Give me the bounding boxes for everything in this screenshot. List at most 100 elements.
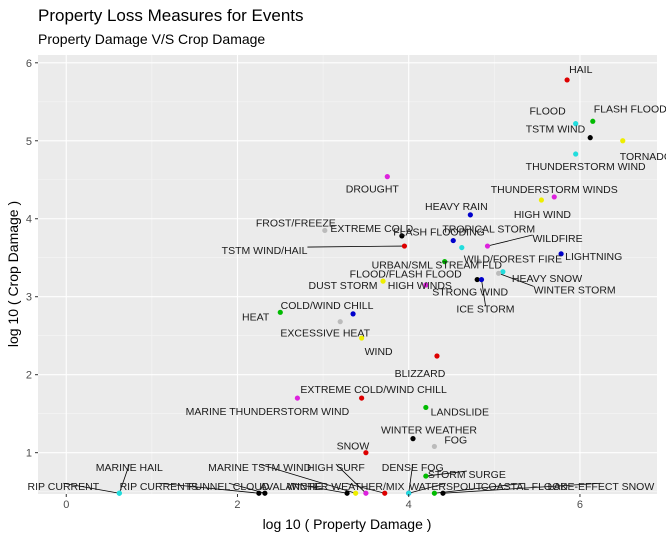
data-point-extreme-cold-wind-chill <box>359 395 365 401</box>
data-point-waterspout <box>406 490 412 496</box>
chart-subtitle: Property Damage V/S Crop Damage <box>38 31 266 47</box>
y-axis-label: log 10 ( Crop Damage ) <box>5 201 21 347</box>
point-label-hail: HAIL <box>569 64 593 76</box>
data-point-high-surf <box>363 490 369 496</box>
x-tick-label: 4 <box>406 499 412 511</box>
data-point-lake-effect-snow <box>440 490 446 496</box>
point-label-frost-freeze: FROST/FREEZE <box>256 217 336 229</box>
data-point-winter-weather <box>410 436 416 442</box>
point-label-heavy-rain: HEAVY RAIN <box>425 201 488 213</box>
y-tick-label: 1 <box>26 448 32 460</box>
point-label-tstm-wind: TSTM WIND <box>526 124 586 136</box>
point-label-winter-storm: WINTER STORM <box>534 284 616 296</box>
point-label-extreme-cold: EXTREME COLD <box>330 223 413 235</box>
point-label-coastal-flood: COASTAL FLOOD <box>481 481 568 493</box>
point-label-marine-tstm-wind: MARINE TSTM WIND <box>208 462 311 474</box>
y-axis-ticks: 1 2 3 4 5 6 <box>26 58 38 460</box>
data-point-hail <box>564 77 570 83</box>
x-tick-label: 0 <box>63 499 69 511</box>
data-point-heavy-rain <box>467 212 473 218</box>
point-label-marine-hail: MARINE HAIL <box>96 462 163 474</box>
data-point-cold-wind-chill <box>350 311 356 317</box>
point-label-drought: DROUGHT <box>346 184 400 196</box>
point-label-lake-effect-snow: LAKE-EFFECT SNOW <box>548 481 655 493</box>
point-label-wildfire: WILDFIRE <box>532 233 582 245</box>
data-point-high-wind <box>538 197 545 203</box>
x-axis-ticks: 0 2 4 6 <box>63 494 583 511</box>
point-label-high-winds: HIGH WINDS <box>388 280 452 292</box>
point-label-flood: FLOOD <box>529 106 566 118</box>
major-gridlines <box>38 55 657 494</box>
point-label-high-wind: HIGH WIND <box>514 209 572 221</box>
point-label-urban-sml-stream-fld: URBAN/SML STREAM FLD <box>372 260 503 272</box>
point-label-fog: FOG <box>444 434 467 446</box>
x-axis-label: log 10 ( Property Damage ) <box>263 516 432 532</box>
data-point-frost-freeze <box>322 227 328 234</box>
data-point-avalanche <box>344 490 350 496</box>
data-point-winter-weather-mix <box>382 490 388 496</box>
point-label-storm-surge: STORM SURGE <box>428 469 506 481</box>
data-point-blizzard <box>434 353 440 359</box>
data-point-strong-wind <box>474 276 480 283</box>
point-label-dense-fog: DENSE FOG <box>382 462 444 474</box>
y-tick-label: 2 <box>26 370 32 382</box>
y-tick-label: 4 <box>26 214 32 226</box>
data-point-flood-flash-flood <box>442 259 448 265</box>
leader-line <box>498 272 534 287</box>
leader-line <box>442 482 601 494</box>
data-point-winter-storm <box>496 270 502 276</box>
data-point-tstm-wind-hail <box>401 243 408 249</box>
point-label-excessive-heat: EXCESSIVE HEAT <box>280 328 370 340</box>
point-label-winter-weather: WINTER WEATHER <box>381 425 477 437</box>
leader-line <box>335 463 367 494</box>
point-label-heavy-snow: HEAVY SNOW <box>512 273 582 285</box>
point-label-cold-wind-chill: COLD/WIND CHILL <box>281 300 374 312</box>
data-point-drought <box>384 174 390 180</box>
data-point-fog <box>431 443 437 450</box>
point-label-tropical-storm: TROPICAL STORM <box>442 223 535 235</box>
point-label-strong-wind: STRONG WIND <box>432 287 508 299</box>
leader-line <box>487 234 533 247</box>
point-label-thunderstorm-wind: THUNDERSTORM WIND <box>526 161 646 173</box>
data-point-heat <box>277 309 283 315</box>
point-label-flash-flood: FLASH FLOOD <box>594 103 666 115</box>
data-point-rip-current <box>116 490 122 496</box>
leader-line <box>158 482 259 494</box>
data-points <box>116 77 626 496</box>
point-label-funnel-cloud: FUNNEL CLOUD <box>188 481 270 493</box>
point-label-tstm-wind-hail: TSTM WIND/HAIL <box>222 245 308 257</box>
y-tick-label: 5 <box>26 136 32 148</box>
chart-title: Property Loss Measures for Events <box>38 6 304 25</box>
data-point-high-winds <box>423 282 429 288</box>
data-point-marine-thunderstorm-wind <box>294 395 301 401</box>
data-point-wind <box>359 335 365 341</box>
leader-line <box>434 482 525 494</box>
data-point-rip-currents <box>256 490 262 496</box>
leader-line <box>63 482 120 494</box>
leader-line <box>307 245 405 248</box>
data-point-funnel-cloud <box>262 490 268 496</box>
data-point-thunderstorm-winds <box>551 194 557 200</box>
point-label-tornado: TORNADO <box>620 151 666 163</box>
point-label-thunderstorm-winds: THUNDERSTORM WINDS <box>491 184 618 196</box>
data-point-flash-flooding <box>450 237 456 244</box>
data-point-urban-sml-stream-fld <box>459 244 465 251</box>
data-point-snow <box>363 450 369 456</box>
data-point-tropical-storm <box>461 227 467 234</box>
point-label-heat: HEAT <box>242 311 270 323</box>
label-leader-lines <box>63 234 601 494</box>
point-label-wind: WIND <box>365 346 393 358</box>
point-label-snow: SNOW <box>337 441 370 453</box>
point-label-blizzard: BLIZZARD <box>395 368 446 380</box>
point-label-rip-current: RIP CURRENT <box>28 481 100 493</box>
point-label-landslide: LANDSLIDE <box>431 406 489 418</box>
point-label-extreme-cold-wind-chill: EXTREME COLD/WIND CHILL <box>300 384 447 396</box>
point-label-marine-thunderstorm-wind: MARINE THUNDERSTORM WIND <box>186 406 350 418</box>
leader-line <box>259 463 356 494</box>
point-label-rip-currents: RIP CURRENTS <box>120 481 199 493</box>
x-tick-label: 6 <box>577 499 583 511</box>
point-label-flash-flooding: FLASH FLOODING <box>393 227 485 239</box>
data-point-heavy-snow <box>500 269 506 275</box>
